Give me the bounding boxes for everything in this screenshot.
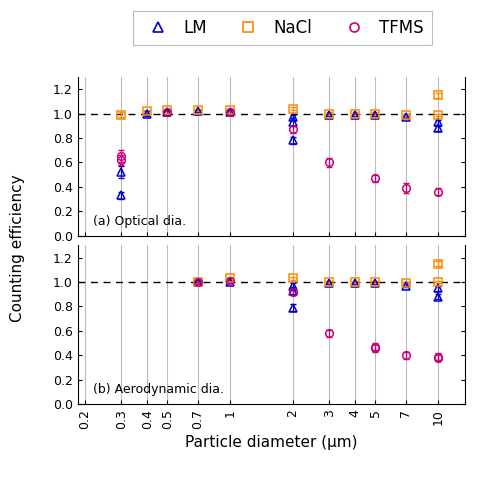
X-axis label: Particle diameter (μm): Particle diameter (μm)	[185, 434, 358, 450]
Text: (b) Aerodynamic dia.: (b) Aerodynamic dia.	[93, 383, 224, 396]
Text: Counting efficiency: Counting efficiency	[10, 174, 25, 322]
Text: (a) Optical dia.: (a) Optical dia.	[93, 215, 186, 228]
Legend: LM, NaCl, TFMS: LM, NaCl, TFMS	[133, 11, 432, 46]
